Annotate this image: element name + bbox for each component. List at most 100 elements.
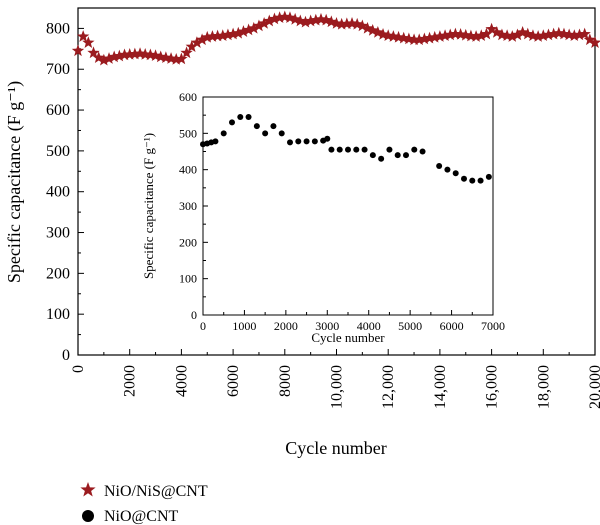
data-point: [175, 52, 188, 65]
data-point: [245, 113, 252, 120]
data-point: [226, 27, 240, 40]
data-point: [436, 163, 443, 170]
data-point: [71, 44, 85, 57]
data-point: [444, 166, 451, 173]
main-y-tick-label: 700: [46, 61, 70, 78]
data-point: [212, 138, 219, 145]
inset-y-tick-label: 300: [179, 199, 197, 213]
data-point: [252, 19, 266, 32]
data-point: [87, 46, 100, 59]
data-point: [118, 48, 131, 61]
main-x-axis-label: Cycle number: [285, 438, 386, 458]
main-x-tick-label: 2000: [122, 365, 139, 397]
data-point: [428, 30, 441, 43]
legend: NiO/NiS@CNT NiO@CNT: [80, 482, 208, 525]
data-point: [464, 29, 478, 42]
data-point: [394, 152, 401, 159]
star-marker-icon: [80, 482, 96, 497]
data-point: [283, 11, 297, 24]
data-point: [547, 27, 560, 40]
data-point: [303, 138, 310, 145]
data-point: [139, 48, 152, 60]
data-point: [371, 25, 385, 38]
inset-y-tick-label: 100: [179, 272, 197, 286]
data-point: [113, 49, 126, 62]
main-y-tick-label: 600: [46, 102, 70, 119]
data-point: [433, 30, 447, 42]
data-point: [542, 28, 555, 41]
data-point: [369, 152, 376, 159]
legend-label-nio-cnt: NiO@CNT: [104, 508, 179, 525]
data-point: [490, 25, 503, 38]
data-point: [328, 146, 335, 153]
data-point: [511, 28, 524, 41]
data-point: [221, 28, 235, 41]
data-point: [309, 13, 322, 26]
data-point: [128, 47, 142, 60]
main-x-tick-label: 14,000: [432, 365, 449, 409]
legend-item-nio-cnt: NiO@CNT: [82, 508, 179, 525]
data-point: [452, 170, 459, 177]
main-y-tick-label: 0: [62, 347, 70, 364]
inset-y-tick-label: 500: [179, 126, 197, 140]
data-point: [295, 138, 302, 145]
data-point: [411, 146, 418, 153]
data-point: [247, 21, 260, 34]
data-point: [537, 29, 550, 42]
data-point: [278, 130, 285, 137]
main-y-axis: 0 100 200 300 400 500 600 700 800: [46, 7, 84, 364]
main-y-tick-label: 200: [46, 265, 70, 282]
data-point: [336, 146, 343, 153]
data-point: [356, 19, 369, 32]
data-point: [237, 25, 250, 37]
inset-x-tick-label: 7000: [481, 319, 505, 333]
data-point: [220, 130, 227, 137]
data-point: [253, 123, 260, 130]
data-point: [345, 146, 351, 153]
data-point: [423, 31, 436, 44]
data-point: [325, 15, 338, 28]
inset-y-tick-label: 200: [179, 235, 197, 249]
main-x-tick-label: 18,000: [535, 365, 552, 409]
data-point: [475, 29, 488, 42]
data-point: [97, 53, 111, 66]
inset-x-tick-label: 1000: [232, 319, 256, 333]
data-point: [351, 17, 364, 30]
data-point: [242, 23, 255, 36]
data-point: [190, 36, 204, 48]
data-point: [413, 33, 426, 46]
data-point: [288, 12, 302, 25]
main-y-tick-label: 400: [46, 184, 70, 201]
data-point: [263, 14, 276, 27]
data-point: [477, 177, 484, 184]
data-point: [237, 113, 244, 120]
main-x-tick-label: 12,000: [380, 365, 397, 409]
data-point: [229, 119, 235, 126]
data-point: [506, 30, 519, 42]
data-point: [216, 29, 229, 42]
main-y-tick-label: 300: [46, 225, 70, 242]
main-y-tick-label: 800: [46, 20, 70, 37]
data-point: [232, 26, 245, 39]
main-x-tick-label: 8000: [277, 365, 294, 397]
data-point: [287, 139, 293, 146]
data-point: [206, 30, 219, 42]
main-x-tick-label: 20,000: [587, 365, 600, 409]
data-point: [304, 14, 317, 27]
data-point: [419, 148, 426, 155]
data-point: [361, 21, 374, 34]
data-point: [201, 30, 214, 43]
main-x-axis: 0 2000 4000 6000 8000 10,000 12,000 14,000 16,00…: [70, 349, 600, 409]
data-point: [319, 13, 333, 26]
data-point: [170, 52, 183, 65]
inset-y-tick-label: 600: [179, 90, 197, 104]
main-y-tick-label: 100: [46, 306, 70, 323]
data-point: [469, 177, 476, 184]
data-point: [102, 52, 116, 64]
data-point: [366, 23, 379, 36]
inset-x-tick-label: 4000: [357, 319, 381, 333]
data-point: [82, 36, 95, 48]
main-y-axis-label: Specific capacitance (F g⁻¹): [4, 81, 25, 283]
